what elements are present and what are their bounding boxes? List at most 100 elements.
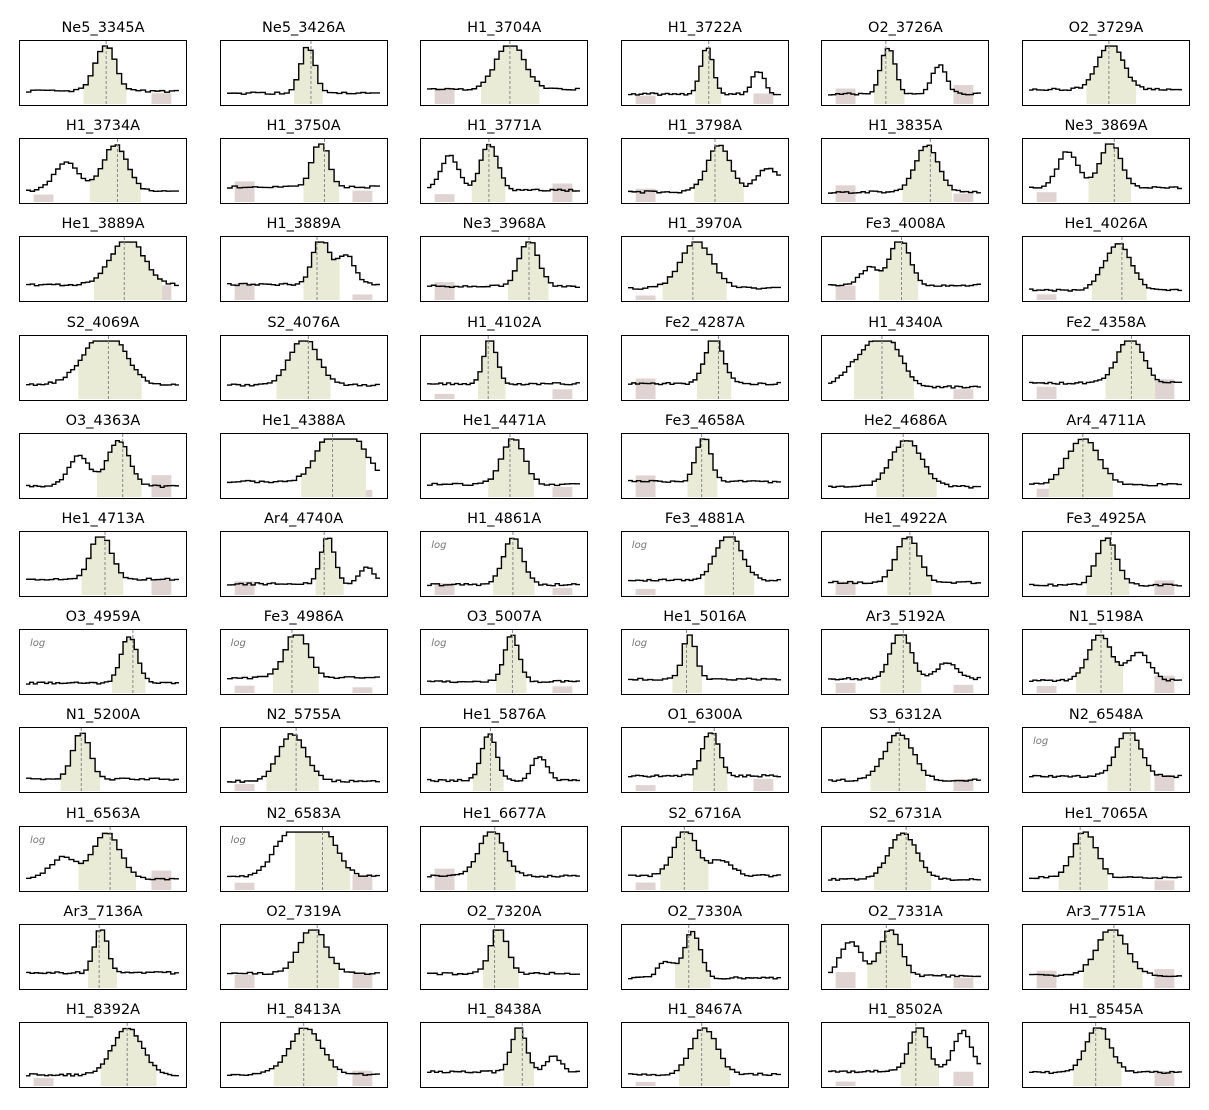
spectrum-step-line xyxy=(226,438,380,484)
panel-plot-area xyxy=(821,432,990,499)
panel-plot-area xyxy=(19,727,187,794)
panel-spectrum-svg xyxy=(627,728,781,792)
panel-plot-area xyxy=(620,138,789,205)
panel-spectrum-svg xyxy=(26,728,179,792)
line-region-fill xyxy=(481,46,540,104)
line-region-fill xyxy=(88,929,117,988)
panel-spectrum-svg xyxy=(427,826,581,890)
spectral-line-panel: Fe3_4925A xyxy=(1022,509,1190,599)
continuum-band xyxy=(1036,386,1057,399)
panel-spectrum-svg xyxy=(627,826,781,890)
line-region-fill xyxy=(696,340,732,399)
line-region-fill xyxy=(496,635,527,694)
panel-spectrum-svg xyxy=(1029,728,1182,792)
panel-plot-area xyxy=(219,531,388,597)
panel-title: H1_8413A xyxy=(266,1002,341,1018)
continuum-band xyxy=(434,868,455,890)
spectrum-step-line xyxy=(1029,438,1182,487)
panel-title: Fe2_4358A xyxy=(1066,314,1146,331)
spectrum-step-line xyxy=(828,241,982,288)
panel-plot-area xyxy=(219,138,388,205)
panel-plot-area xyxy=(19,432,187,499)
panel-title: Ar3_7136A xyxy=(63,903,143,920)
line-region-fill xyxy=(660,831,709,890)
spectral-line-panel: O3_5007A log xyxy=(420,607,589,697)
spectral-line-panel: Ar3_7136A xyxy=(19,902,187,992)
panel-spectrum-svg xyxy=(828,630,982,694)
spectrum-step-line xyxy=(627,241,781,291)
panel-spectrum-svg xyxy=(226,924,380,988)
spectral-line-panel: Ar4_4740A xyxy=(219,509,388,599)
spectrum-step-line xyxy=(828,1027,982,1074)
spectral-line-panel: S2_4069A xyxy=(19,313,187,403)
line-region-fill xyxy=(303,144,339,203)
spectrum-step-line xyxy=(26,45,179,93)
spectral-line-panel: H1_3734A xyxy=(19,116,187,206)
panel-title: H1_3734A xyxy=(65,118,141,135)
spectrum-step-line xyxy=(627,144,781,194)
continuum-band xyxy=(1036,488,1057,497)
panel-plot-area: log xyxy=(420,629,589,696)
log-scale-label: log xyxy=(631,540,648,551)
spectral-line-panel: H1_4861A log xyxy=(420,509,589,599)
continuum-band xyxy=(635,475,656,497)
panel-title: O2_7331A xyxy=(868,903,943,920)
panel-spectrum-svg xyxy=(1029,139,1182,203)
spectrum-step-line xyxy=(26,144,179,193)
line-region-fill xyxy=(1086,538,1130,595)
spectral-line-panel: He1_4388A xyxy=(219,411,388,501)
panel-title: H1_3771A xyxy=(467,118,542,135)
spectral-line-panel: O1_6300A xyxy=(620,705,789,795)
spectrum-step-line xyxy=(1029,1027,1182,1075)
panel-plot-area: log xyxy=(19,825,187,892)
continuum-band xyxy=(1154,1071,1175,1086)
spectrum-step-line xyxy=(1029,243,1182,293)
spectral-line-panel: N2_6548A log xyxy=(1022,705,1190,795)
log-scale-label: log xyxy=(431,540,447,551)
panel-title: Fe3_4881A xyxy=(664,511,745,527)
spectral-line-panel: Ar4_4711A xyxy=(1022,411,1190,501)
spectrum-step-line xyxy=(26,439,179,488)
line-region-fill xyxy=(854,340,915,399)
panel-spectrum-svg xyxy=(26,1023,179,1086)
continuum-band xyxy=(352,294,372,301)
panel-title: He1_5016A xyxy=(663,609,747,626)
panel-spectrum-svg xyxy=(828,924,982,988)
panel-spectrum-svg xyxy=(627,1023,781,1086)
panel-plot-area xyxy=(19,40,187,106)
line-region-fill xyxy=(100,1028,157,1086)
line-region-fill xyxy=(89,145,141,203)
spectrum-step-line xyxy=(1029,929,1182,977)
spectrum-step-line xyxy=(1029,634,1182,683)
panel-spectrum-svg xyxy=(627,532,781,595)
line-region-fill xyxy=(662,242,727,301)
spectral-line-panel: He1_4026A xyxy=(1022,214,1190,304)
panel-spectrum-svg xyxy=(627,335,781,399)
spectrum-step-line xyxy=(427,537,581,587)
spectral-line-panel: S3_6312A xyxy=(821,705,990,795)
spectral-line-panel: Ne3_3869A xyxy=(1022,116,1190,206)
spectral-line-panel: Fe3_4008A xyxy=(821,214,990,304)
panel-spectrum-svg xyxy=(828,728,982,792)
spectral-line-panel: H1_4102A xyxy=(420,313,589,403)
continuum-band xyxy=(434,583,455,595)
spectrum-step-line xyxy=(828,634,982,681)
panel-spectrum-svg xyxy=(828,532,982,595)
panel-spectrum-svg xyxy=(627,924,781,988)
spectral-line-panel: He1_6677A xyxy=(420,804,589,894)
panel-spectrum-svg xyxy=(427,924,581,988)
spectral-line-panel: O2_7320A xyxy=(420,902,589,992)
panel-spectrum-svg xyxy=(226,433,380,497)
spectrum-step-line xyxy=(627,830,781,878)
panel-title: Fe3_4925A xyxy=(1066,511,1146,527)
spectrum-step-line xyxy=(26,1027,179,1077)
panel-plot-area xyxy=(1022,629,1190,696)
panel-title: He1_4471A xyxy=(462,412,546,429)
spectral-line-panel: O3_4363A xyxy=(19,411,187,501)
panel-spectrum-svg xyxy=(26,433,179,497)
spectrum-step-line xyxy=(1029,45,1182,92)
panel-title: H1_8502A xyxy=(868,1002,943,1018)
spectrum-step-line xyxy=(226,143,380,189)
panel-title: O2_7330A xyxy=(667,903,743,920)
